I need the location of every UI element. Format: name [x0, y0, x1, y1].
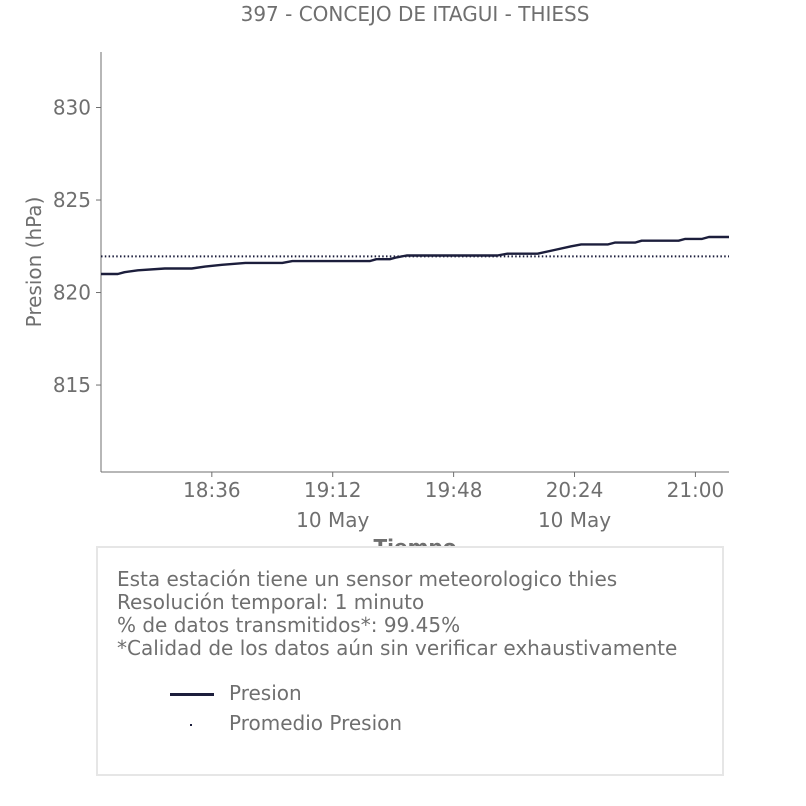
info-text: Esta estación tiene un sensor meteorolog… [117, 568, 677, 660]
series-presion-line [101, 235, 729, 276]
y-tick-label: 825 [53, 188, 91, 212]
x-tick-label: 20:24 [546, 478, 604, 502]
y-tick-label: 815 [53, 373, 91, 397]
info-box: Esta estación tiene un sensor meteorolog… [96, 546, 724, 776]
x-tick-date-label: 10 May [538, 508, 611, 532]
y-tick-label: 820 [53, 281, 91, 305]
x-tick-label: 21:00 [667, 478, 725, 502]
legend-label-presion: Presion [229, 681, 302, 705]
x-tick-label: 19:48 [425, 478, 483, 502]
legend-swatch-promedio [190, 724, 192, 726]
y-tick-label: 830 [53, 96, 91, 120]
y-axis-ticks: 815 820 825 830 [53, 96, 101, 397]
info-line-quality: *Calidad de los datos aún sin verificar … [117, 636, 678, 660]
legend-label-promedio: Promedio Presion [229, 711, 403, 735]
info-line-transmitted: % de datos transmitidos*: 99.45% [117, 613, 461, 637]
chart-title: 397 - CONCEJO DE ITAGUI - THIESS [240, 2, 590, 26]
info-line-resolution: Resolución temporal: 1 minuto [117, 590, 425, 614]
x-axis-ticks: 18:36 19:12 10 May 19:48 20:24 10 May 21:00 [183, 472, 724, 532]
y-axis-label: Presion (hPa) [22, 197, 46, 328]
x-tick-date-label: 10 May [296, 508, 369, 532]
series-layer [101, 235, 729, 276]
axes [100, 52, 729, 473]
x-tick-label: 19:12 [304, 478, 362, 502]
x-tick-label: 18:36 [183, 478, 241, 502]
legend-swatch-presion [170, 693, 214, 696]
info-line-sensor: Esta estación tiene un sensor meteorolog… [117, 567, 618, 591]
